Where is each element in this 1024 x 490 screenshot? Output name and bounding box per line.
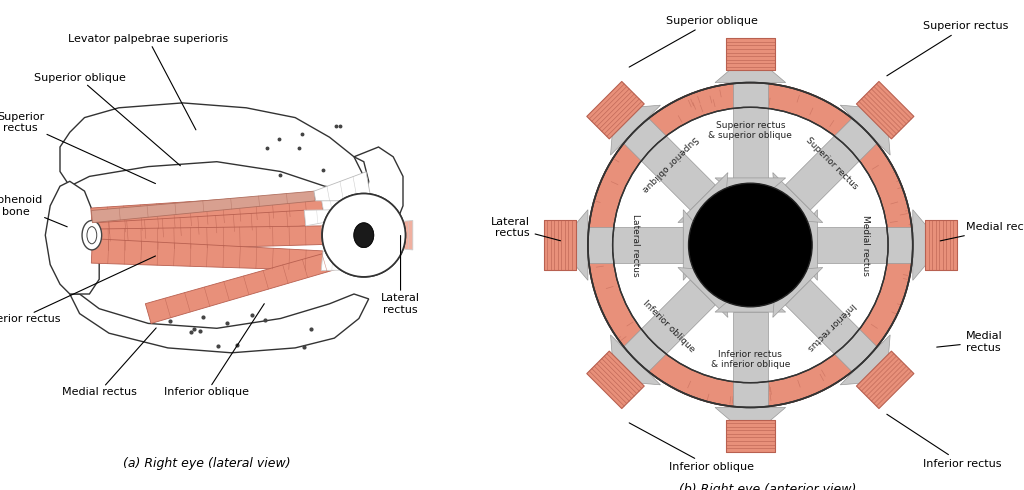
Circle shape <box>323 194 406 277</box>
Text: Lateral
rectus: Lateral rectus <box>490 217 560 241</box>
Polygon shape <box>715 52 785 83</box>
Text: Medial rectus: Medial rectus <box>61 328 156 397</box>
Text: Superior oblique: Superior oblique <box>34 74 180 166</box>
Text: Medial rectus: Medial rectus <box>860 215 869 275</box>
Polygon shape <box>785 280 878 372</box>
Polygon shape <box>715 282 785 312</box>
Polygon shape <box>856 81 913 139</box>
Polygon shape <box>841 335 890 385</box>
Text: Superior rectus: Superior rectus <box>804 136 859 192</box>
Polygon shape <box>733 83 768 178</box>
Text: Inferior oblique: Inferior oblique <box>165 304 264 397</box>
Polygon shape <box>785 118 878 210</box>
Polygon shape <box>304 210 354 226</box>
Polygon shape <box>610 105 660 155</box>
Text: Medial
rectus: Medial rectus <box>937 331 1002 353</box>
Text: Superior rectus
& superior oblique: Superior rectus & superior oblique <box>709 121 793 140</box>
Circle shape <box>588 83 912 407</box>
Ellipse shape <box>87 226 96 244</box>
Polygon shape <box>587 351 644 409</box>
Text: Inferior rectus: Inferior rectus <box>806 300 857 352</box>
Polygon shape <box>683 210 714 280</box>
Text: Superior rectus: Superior rectus <box>887 21 1009 76</box>
Text: Inferior rectus: Inferior rectus <box>0 256 156 323</box>
Circle shape <box>612 107 888 383</box>
Text: (b) Right eye (anterior view): (b) Right eye (anterior view) <box>679 483 857 490</box>
Text: Medial rectus: Medial rectus <box>940 222 1024 241</box>
Polygon shape <box>70 294 369 353</box>
Polygon shape <box>544 220 575 270</box>
Polygon shape <box>60 103 364 191</box>
Text: (a) Right eye (lateral view): (a) Right eye (lateral view) <box>123 457 291 470</box>
Circle shape <box>323 194 406 277</box>
Polygon shape <box>91 193 323 235</box>
Polygon shape <box>587 81 644 139</box>
Polygon shape <box>817 227 912 263</box>
Polygon shape <box>354 147 403 240</box>
Polygon shape <box>773 172 822 222</box>
Text: Superior oblique: Superior oblique <box>629 16 758 67</box>
Polygon shape <box>856 351 913 409</box>
Polygon shape <box>925 220 956 270</box>
Polygon shape <box>678 268 728 318</box>
Polygon shape <box>558 210 588 280</box>
Polygon shape <box>912 210 943 280</box>
Ellipse shape <box>354 223 374 247</box>
Polygon shape <box>610 335 660 385</box>
Polygon shape <box>623 118 716 210</box>
Polygon shape <box>715 178 785 208</box>
Polygon shape <box>588 227 683 263</box>
Text: Sphenoid
bone: Sphenoid bone <box>0 195 68 227</box>
Polygon shape <box>321 191 365 214</box>
Polygon shape <box>841 105 890 155</box>
Polygon shape <box>398 220 413 250</box>
Text: Inferior rectus: Inferior rectus <box>887 414 1001 469</box>
Polygon shape <box>623 280 716 372</box>
Circle shape <box>688 183 812 307</box>
Polygon shape <box>145 248 347 323</box>
Polygon shape <box>314 172 372 201</box>
Polygon shape <box>773 268 822 318</box>
Polygon shape <box>91 210 305 243</box>
Polygon shape <box>733 312 768 407</box>
Polygon shape <box>715 407 785 438</box>
Polygon shape <box>91 239 323 270</box>
Text: Superior
rectus: Superior rectus <box>0 112 156 184</box>
Text: Superior oblique: Superior oblique <box>640 134 699 194</box>
Polygon shape <box>322 251 365 270</box>
Text: Inferior oblique: Inferior oblique <box>641 298 697 354</box>
Polygon shape <box>726 420 775 452</box>
Polygon shape <box>45 181 99 294</box>
Polygon shape <box>322 226 364 245</box>
Polygon shape <box>726 38 775 70</box>
Text: Lateral rectus: Lateral rectus <box>631 214 640 276</box>
Ellipse shape <box>82 220 101 250</box>
Text: Levator palpebrae superioris: Levator palpebrae superioris <box>69 34 228 130</box>
Polygon shape <box>678 172 728 222</box>
Polygon shape <box>343 248 365 267</box>
Text: Inferior rectus
& inferior oblique: Inferior rectus & inferior oblique <box>711 350 791 369</box>
Polygon shape <box>364 221 398 249</box>
Text: Lateral
rectus: Lateral rectus <box>381 236 420 315</box>
Polygon shape <box>91 226 323 251</box>
Polygon shape <box>787 210 817 280</box>
Text: Inferior oblique: Inferior oblique <box>629 423 754 472</box>
Polygon shape <box>91 191 315 222</box>
Circle shape <box>612 107 888 383</box>
Ellipse shape <box>354 223 374 247</box>
